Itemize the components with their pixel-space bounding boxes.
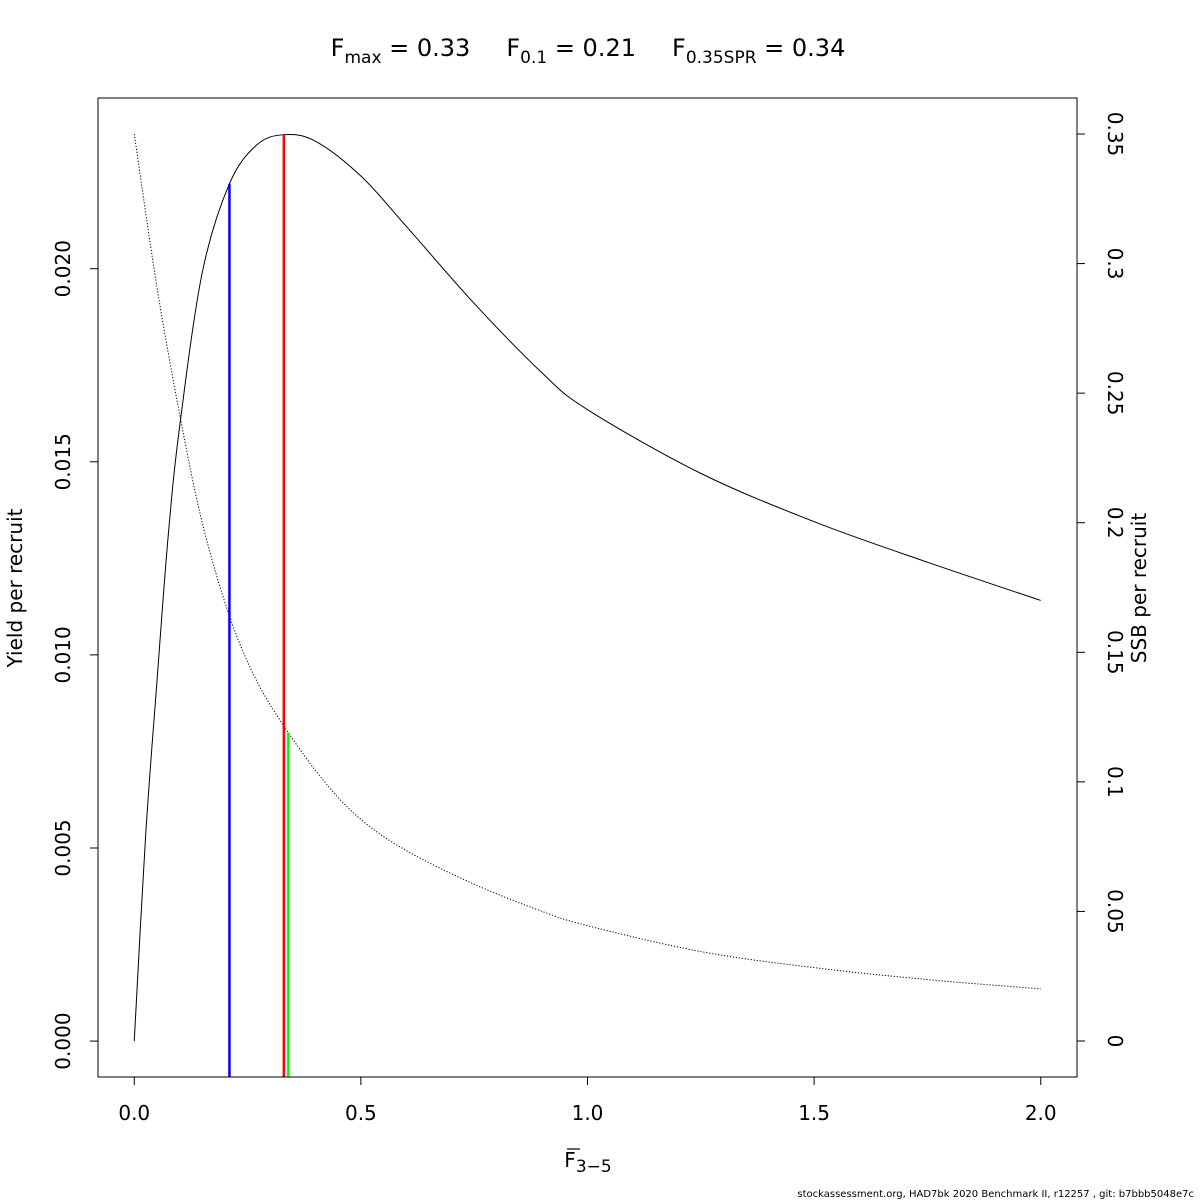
title-value: = 0.33 [382, 34, 471, 62]
y-left-tick-label: 0.015 [51, 433, 75, 490]
x-tick-label: 2.0 [1025, 1101, 1057, 1125]
y-right-tick-label: 0 [1103, 1035, 1127, 1048]
x-label-symbol: F [564, 1148, 576, 1172]
y-right-label: SSB per recruit [1127, 513, 1151, 664]
y-left-tick-label: 0.005 [51, 819, 75, 876]
y-right-tick-label: 0.25 [1103, 371, 1127, 416]
title-symbol: F [672, 34, 686, 62]
ypr-curve [133, 133, 1041, 1042]
ssb-per-recruit-curve [133, 133, 1041, 990]
y-right-tick-label: 0.35 [1103, 112, 1127, 157]
title-value: = 0.34 [757, 34, 846, 62]
y-right-tick-label: 0.2 [1103, 507, 1127, 539]
x-axis-label: F3−5 [564, 1148, 611, 1177]
x-tick-label: 1.0 [572, 1101, 604, 1125]
y-right-tick-label: 0.3 [1103, 248, 1127, 280]
y-right-tick-label: 0.1 [1103, 766, 1127, 798]
title-subscript: 0.35SPR [686, 48, 757, 68]
chart-axes: 0.0 0.5 1.0 1.5 2.0 0.000 0.005 0.010 0.015 0.020… [51, 112, 1127, 1125]
y-right-tick-label: 0.05 [1103, 889, 1127, 934]
x-axis-label-text: F3−5 [564, 1148, 611, 1177]
chart-title: Fmax = 0.33 F0.1 = 0.21 F0.35SPR = 0.34 [331, 34, 846, 68]
x-tick-label: 1.5 [798, 1101, 830, 1125]
footer-credit: stockassessment.org, HAD7bk 2020 Benchma… [797, 1189, 1194, 1200]
title-subscript: 0.1 [520, 48, 547, 68]
x-tick-label: 0.5 [345, 1101, 377, 1125]
chart-title-text: Fmax = 0.33 F0.1 = 0.21 F0.35SPR = 0.34 [331, 34, 846, 68]
y-left-label: Yield per recruit [3, 508, 27, 668]
chart-marks [133, 133, 1041, 1077]
title-value: = 0.21 [547, 34, 636, 62]
plot-frame [97, 97, 1078, 1078]
y-left-tick-label: 0.010 [51, 626, 75, 683]
y-left-tick-label: 0.000 [51, 1012, 75, 1069]
y-right-tick-label: 0.15 [1103, 630, 1127, 675]
y-left-tick-label: 0.020 [51, 240, 75, 297]
x-label-subscript: 3−5 [576, 1157, 612, 1177]
title-symbol: F [331, 34, 345, 62]
title-subscript: max [344, 48, 381, 68]
x-tick-label: 0.0 [118, 1101, 150, 1125]
title-symbol: F [506, 34, 520, 62]
